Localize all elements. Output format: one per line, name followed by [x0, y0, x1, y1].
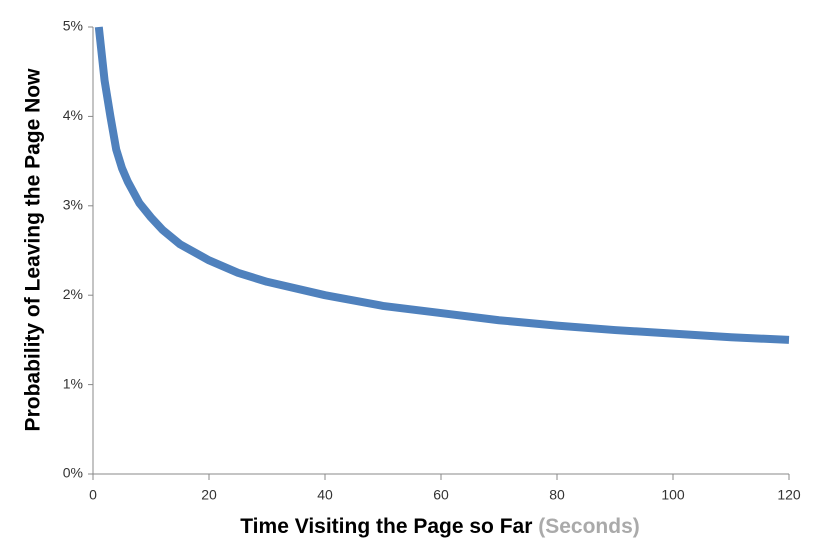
y-tick-label: 2% — [63, 286, 83, 302]
y-tick-label: 1% — [63, 375, 83, 391]
x-tick-label: 100 — [661, 487, 685, 503]
x-tick-label: 20 — [201, 487, 217, 503]
y-axis-title: Probability of Leaving the Page Now — [22, 68, 45, 432]
x-tick-label: 80 — [549, 487, 565, 503]
x-tick-label: 120 — [777, 487, 801, 503]
x-axis-unit: (Seconds) — [538, 515, 640, 538]
x-tick-label: 0 — [89, 487, 97, 503]
x-axis-title: Time Visiting the Page so Far (Seconds) — [240, 515, 640, 538]
x-axis-label: Time Visiting the Page so Far — [240, 515, 532, 538]
line — [94, 26, 790, 344]
x-tick-label: 60 — [433, 487, 449, 503]
x-tick-label: 40 — [317, 487, 333, 503]
y-tick-label: 5% — [63, 18, 83, 34]
y-tick-label: 4% — [63, 107, 83, 123]
y-tick-label: 3% — [63, 197, 83, 213]
y-tick-label: 0% — [63, 465, 83, 481]
